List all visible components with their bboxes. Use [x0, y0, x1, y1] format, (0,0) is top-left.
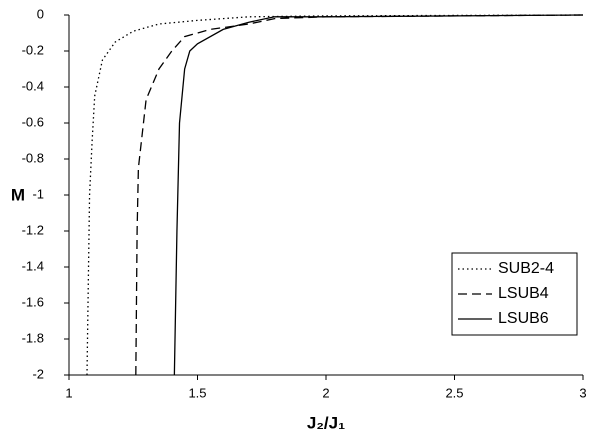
line-series: [135, 14, 584, 376]
x-tick-label: 1.5: [188, 385, 206, 400]
y-tick-label: -2: [32, 366, 44, 381]
legend-label: LSUB6: [498, 310, 549, 327]
line-series: [86, 14, 584, 376]
y-tick-label: -1.2: [22, 222, 44, 237]
legend-label: SUB2-4: [498, 260, 554, 277]
x-axis-title: J₂/J₁: [307, 413, 345, 432]
x-tick-label: 3: [579, 385, 586, 400]
y-tick-label: -1.4: [22, 258, 44, 273]
y-tick-label: -0.6: [22, 114, 44, 129]
y-tick-label: -0.2: [22, 42, 44, 57]
y-tick-label: -0.8: [22, 150, 44, 165]
legend-label: LSUB4: [498, 285, 549, 302]
line-series: [173, 14, 584, 376]
x-tick-label: 2: [322, 385, 329, 400]
y-tick-label: -1: [32, 186, 44, 201]
y-tick-label: 0: [37, 6, 44, 21]
y-tick-label: -0.4: [22, 78, 44, 93]
y-axis-title: M: [11, 185, 25, 204]
y-tick-label: -1.8: [22, 330, 44, 345]
x-tick-label: 2.5: [445, 385, 463, 400]
y-tick-label: -1.6: [22, 294, 44, 309]
x-tick-label: 1: [65, 385, 72, 400]
